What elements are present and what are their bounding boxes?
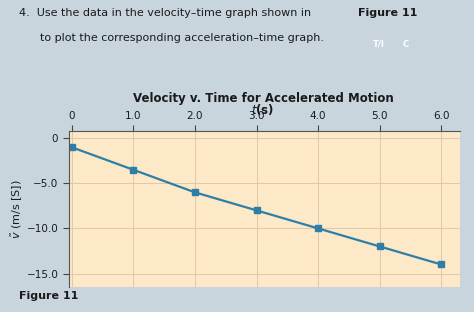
Text: Figure 11: Figure 11 [358,8,417,18]
Text: Velocity v. Time for Accelerated Motion: Velocity v. Time for Accelerated Motion [133,92,393,105]
Text: T/I: T/I [373,40,385,49]
Text: C: C [403,40,409,49]
Text: Figure 11: Figure 11 [19,291,78,301]
Y-axis label: $\tilde{v}$ (m/s [S]): $\tilde{v}$ (m/s [S]) [9,179,24,239]
Text: 4.  Use the data in the velocity–time graph shown in: 4. Use the data in the velocity–time gra… [19,8,315,18]
Text: to plot the corresponding acceleration–time graph.: to plot the corresponding acceleration–t… [40,33,324,43]
Text: $\it{t}$(s): $\it{t}$(s) [251,102,275,117]
